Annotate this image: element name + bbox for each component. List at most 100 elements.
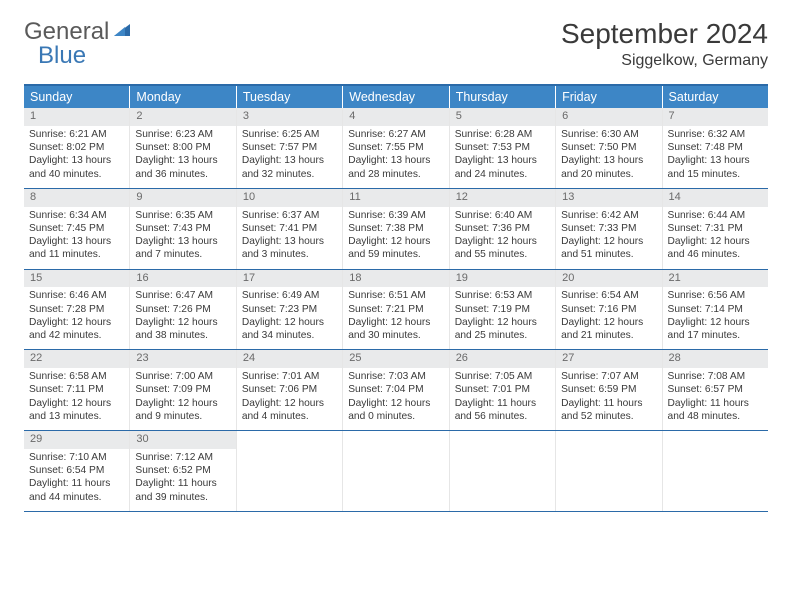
day-line: and 59 minutes. (348, 249, 443, 262)
day-body: Sunrise: 6:35 AMSunset: 7:43 PMDaylight:… (130, 210, 235, 263)
week-row: 8Sunrise: 6:34 AMSunset: 7:45 PMDaylight… (24, 189, 768, 270)
day-line: Sunrise: 6:34 AM (29, 210, 124, 223)
day-body: Sunrise: 6:51 AMSunset: 7:21 PMDaylight:… (343, 290, 448, 343)
day-number: 19 (450, 270, 555, 288)
day-line: Sunrise: 6:40 AM (455, 210, 550, 223)
day-line: Daylight: 13 hours (135, 236, 230, 249)
day-body: Sunrise: 6:40 AMSunset: 7:36 PMDaylight:… (450, 210, 555, 263)
day-body: Sunrise: 7:07 AMSunset: 6:59 PMDaylight:… (556, 371, 661, 424)
day-line: and 3 minutes. (242, 249, 337, 262)
day-line: Sunset: 7:01 PM (455, 384, 550, 397)
day-line: and 21 minutes. (561, 330, 656, 343)
day-body: Sunrise: 6:56 AMSunset: 7:14 PMDaylight:… (663, 290, 768, 343)
day-line: Sunrise: 6:27 AM (348, 129, 443, 142)
day-line: and 46 minutes. (668, 249, 763, 262)
day-line: Sunset: 7:43 PM (135, 223, 230, 236)
day-line: Daylight: 11 hours (135, 478, 230, 491)
day-line: Sunrise: 6:28 AM (455, 129, 550, 142)
day-number: 10 (237, 189, 342, 207)
dow-cell: Tuesday (237, 86, 343, 108)
day-cell: 30Sunrise: 7:12 AMSunset: 6:52 PMDayligh… (130, 431, 236, 511)
calendar: SundayMondayTuesdayWednesdayThursdayFrid… (24, 84, 768, 512)
day-line: Sunset: 7:21 PM (348, 304, 443, 317)
day-line: and 7 minutes. (135, 249, 230, 262)
day-number: 20 (556, 270, 661, 288)
day-line: Daylight: 12 hours (29, 398, 124, 411)
day-line: Daylight: 12 hours (242, 317, 337, 330)
day-number: 26 (450, 350, 555, 368)
day-body: Sunrise: 6:27 AMSunset: 7:55 PMDaylight:… (343, 129, 448, 182)
day-line: Sunset: 8:00 PM (135, 142, 230, 155)
day-line: and 30 minutes. (348, 330, 443, 343)
day-number: 29 (24, 431, 129, 449)
day-line: and 17 minutes. (668, 330, 763, 343)
week-row: 22Sunrise: 6:58 AMSunset: 7:11 PMDayligh… (24, 350, 768, 431)
day-line: and 15 minutes. (668, 169, 763, 182)
day-line: Sunset: 7:45 PM (29, 223, 124, 236)
day-line: Sunrise: 6:25 AM (242, 129, 337, 142)
day-line: Sunrise: 6:47 AM (135, 290, 230, 303)
day-body: Sunrise: 6:37 AMSunset: 7:41 PMDaylight:… (237, 210, 342, 263)
day-line: Daylight: 13 hours (668, 155, 763, 168)
day-line: and 51 minutes. (561, 249, 656, 262)
day-line: Sunset: 6:57 PM (668, 384, 763, 397)
day-cell: 17Sunrise: 6:49 AMSunset: 7:23 PMDayligh… (237, 270, 343, 350)
month-title: September 2024 (561, 18, 768, 50)
day-number: 25 (343, 350, 448, 368)
day-line: and 48 minutes. (668, 411, 763, 424)
day-cell: 6Sunrise: 6:30 AMSunset: 7:50 PMDaylight… (556, 108, 662, 188)
day-line: and 39 minutes. (135, 492, 230, 505)
day-line: Daylight: 12 hours (348, 398, 443, 411)
day-body: Sunrise: 6:39 AMSunset: 7:38 PMDaylight:… (343, 210, 448, 263)
day-line: Sunrise: 6:23 AM (135, 129, 230, 142)
day-line: Sunrise: 6:58 AM (29, 371, 124, 384)
day-line: Sunrise: 7:05 AM (455, 371, 550, 384)
day-line: and 56 minutes. (455, 411, 550, 424)
day-cell: 23Sunrise: 7:00 AMSunset: 7:09 PMDayligh… (130, 350, 236, 430)
day-line: Sunset: 7:04 PM (348, 384, 443, 397)
day-cell: 3Sunrise: 6:25 AMSunset: 7:57 PMDaylight… (237, 108, 343, 188)
day-line: Sunrise: 7:07 AM (561, 371, 656, 384)
day-line: Sunrise: 6:54 AM (561, 290, 656, 303)
day-number: 3 (237, 108, 342, 126)
day-line: Daylight: 12 hours (242, 398, 337, 411)
day-line: Sunset: 6:59 PM (561, 384, 656, 397)
day-number: 22 (24, 350, 129, 368)
week-row: 15Sunrise: 6:46 AMSunset: 7:28 PMDayligh… (24, 270, 768, 351)
day-line: Daylight: 12 hours (348, 236, 443, 249)
day-number: 5 (450, 108, 555, 126)
day-cell: 24Sunrise: 7:01 AMSunset: 7:06 PMDayligh… (237, 350, 343, 430)
day-cell: 7Sunrise: 6:32 AMSunset: 7:48 PMDaylight… (663, 108, 768, 188)
day-line: Sunset: 7:41 PM (242, 223, 337, 236)
day-line: and 38 minutes. (135, 330, 230, 343)
day-line: Sunrise: 6:39 AM (348, 210, 443, 223)
day-line: Sunrise: 6:42 AM (561, 210, 656, 223)
day-number: 13 (556, 189, 661, 207)
day-number: 14 (663, 189, 768, 207)
day-cell: 2Sunrise: 6:23 AMSunset: 8:00 PMDaylight… (130, 108, 236, 188)
day-line: Sunrise: 6:53 AM (455, 290, 550, 303)
day-cell: 8Sunrise: 6:34 AMSunset: 7:45 PMDaylight… (24, 189, 130, 269)
day-line: and 36 minutes. (135, 169, 230, 182)
day-line: and 34 minutes. (242, 330, 337, 343)
day-line: Daylight: 11 hours (455, 398, 550, 411)
day-line: Sunset: 6:52 PM (135, 465, 230, 478)
day-cell (450, 431, 556, 511)
day-cell: 5Sunrise: 6:28 AMSunset: 7:53 PMDaylight… (450, 108, 556, 188)
day-cell (663, 431, 768, 511)
day-cell: 14Sunrise: 6:44 AMSunset: 7:31 PMDayligh… (663, 189, 768, 269)
day-line: Daylight: 13 hours (29, 236, 124, 249)
day-line: Sunrise: 6:51 AM (348, 290, 443, 303)
day-line: Daylight: 13 hours (29, 155, 124, 168)
day-cell: 22Sunrise: 6:58 AMSunset: 7:11 PMDayligh… (24, 350, 130, 430)
day-line: and 42 minutes. (29, 330, 124, 343)
day-body: Sunrise: 6:32 AMSunset: 7:48 PMDaylight:… (663, 129, 768, 182)
day-body: Sunrise: 7:08 AMSunset: 6:57 PMDaylight:… (663, 371, 768, 424)
day-number: 2 (130, 108, 235, 126)
header: General September 2024 Siggelkow, German… (24, 18, 768, 70)
day-cell: 28Sunrise: 7:08 AMSunset: 6:57 PMDayligh… (663, 350, 768, 430)
day-body: Sunrise: 6:49 AMSunset: 7:23 PMDaylight:… (237, 290, 342, 343)
day-line: Sunrise: 7:10 AM (29, 452, 124, 465)
day-number: 16 (130, 270, 235, 288)
day-line: Daylight: 12 hours (561, 236, 656, 249)
